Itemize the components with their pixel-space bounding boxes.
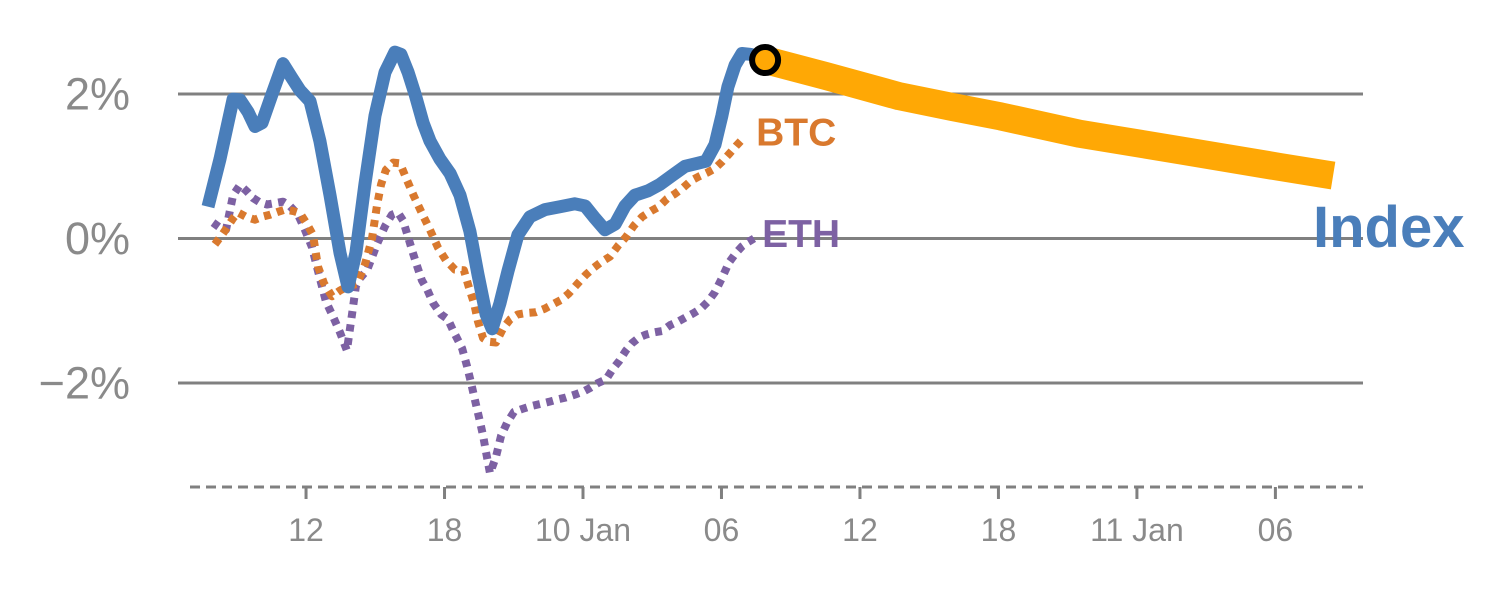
y-tick-label: 0% — [65, 213, 130, 264]
eth-line — [210, 181, 757, 478]
x-tick-label: 18 — [427, 512, 463, 548]
x-tick-label: 06 — [704, 512, 740, 548]
index-forecast-band — [761, 46, 1336, 190]
x-tick-label: 11 Jan — [1090, 512, 1184, 548]
x-tick-label: 18 — [981, 512, 1017, 548]
forecast-start-marker — [749, 44, 782, 77]
y-tick-label: 2% — [65, 69, 130, 120]
x-tick-label: 12 — [842, 512, 878, 548]
x-tick-label: 12 — [288, 512, 324, 548]
index-series-label: Index — [1313, 195, 1465, 260]
btc-series-label: BTC — [756, 111, 836, 154]
y-tick-label: −2% — [39, 358, 130, 409]
index-line — [201, 45, 769, 336]
x-tick-label: 10 Jan — [535, 512, 631, 548]
btc-line — [211, 134, 748, 347]
eth-series-label: ETH — [762, 213, 840, 256]
x-tick-label: 06 — [1258, 512, 1294, 548]
